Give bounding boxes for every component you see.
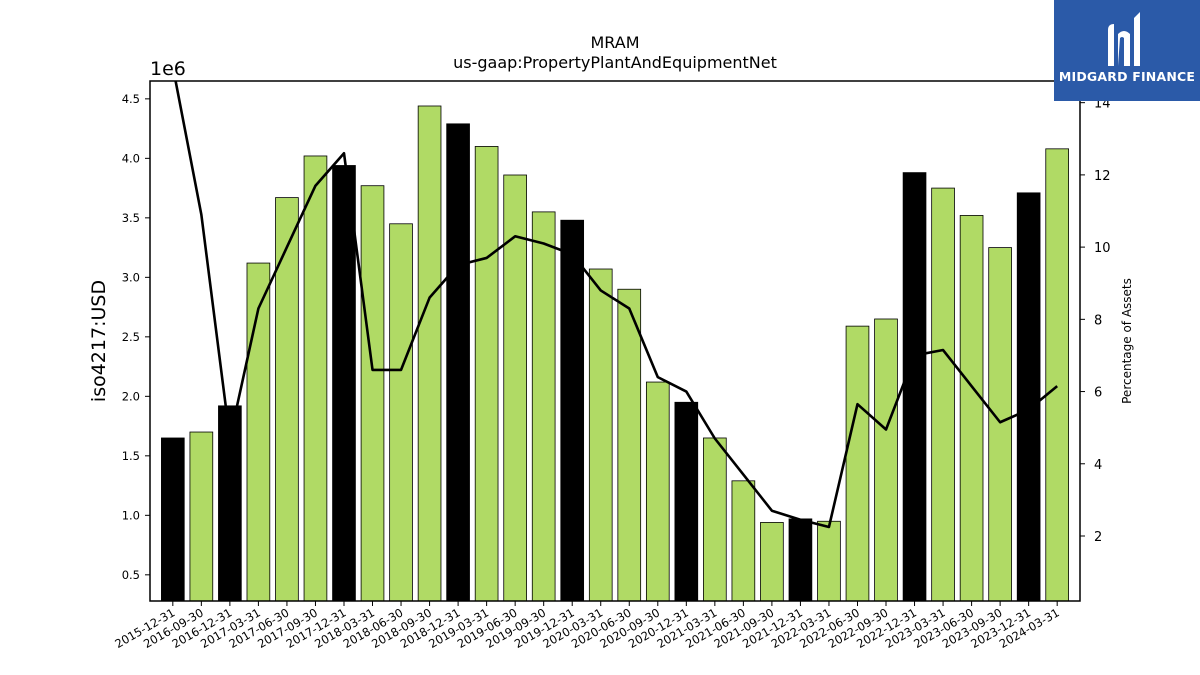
bar-2020-12-31 [674,401,699,601]
bar-2021-03-31 [703,437,727,601]
y2-tick-label: 10 [1094,241,1111,256]
y-offset-label: 1e6 [150,58,186,80]
y2-tick-label: 8 [1094,313,1102,328]
bar-2020-03-31 [588,268,613,601]
y-tick-label: 1.5 [122,449,140,463]
bars-layer [161,105,1069,601]
y-tick-label: 2.5 [122,330,140,344]
y-tick-label: 2.0 [122,389,140,403]
bar-2022-12-31 [902,172,927,601]
y-tick-label: 4.0 [122,151,140,165]
bar-2017-12-31 [332,165,356,601]
bar-2021-09-30 [760,522,784,601]
y2-tick-label: 12 [1094,169,1111,184]
y-tick-label: 4.5 [122,92,140,106]
line-layer [174,81,1059,529]
bar-2022-03-31 [817,520,841,601]
bar-2023-03-31 [931,187,955,601]
percentage-line [174,81,1059,529]
y2-tick-label: 2 [1094,530,1102,545]
bar-2019-03-31 [474,146,499,601]
bar-2018-03-31 [360,185,385,601]
bar-2024-03-31 [1045,148,1069,601]
y2-axis-label: Percentage of Assets [1120,278,1134,404]
y-tick-label: 3.5 [122,211,140,225]
bar-2019-12-31 [560,219,585,601]
y2-tick-label: 4 [1094,458,1102,473]
midgard-logo-icon [1108,12,1140,66]
bar-2019-06-30 [503,174,527,601]
bar-2015-12-31 [161,437,185,601]
bar-2023-09-30 [988,247,1012,601]
bar-2021-12-31 [788,518,813,601]
bar-2021-06-30 [731,480,756,601]
bar-2023-12-31 [1016,192,1041,601]
bar-2017-06-30 [275,197,299,601]
bar-2022-09-30 [874,318,898,601]
bar-2017-03-31 [246,262,271,601]
chart-title: MRAM [590,33,639,52]
chart-subtitle: us-gaap:PropertyPlantAndEquipmentNet [453,53,777,72]
bar-2023-06-30 [959,215,984,601]
y-tick-label: 0.5 [122,568,140,582]
bar-2018-06-30 [389,223,413,601]
y-tick-label: 3.0 [122,270,140,284]
bar-2020-06-30 [617,288,642,601]
y-axis-label: iso4217:USD [88,280,110,402]
bar-2017-09-30 [303,155,328,601]
bar-2022-06-30 [845,325,870,601]
bar-2018-09-30 [417,105,442,601]
plot-frame [149,80,1081,602]
y2-tick-label: 6 [1094,386,1102,401]
bar-2016-09-30 [189,431,214,601]
bar-2016-12-31 [218,405,242,601]
midgard-finance-logo: MIDGARD FINANCE [1054,0,1200,101]
bar-2019-09-30 [531,211,556,601]
y-tick-label: 1.0 [122,508,140,522]
logo-text: MIDGARD FINANCE [1058,69,1196,84]
bar-2018-12-31 [446,123,470,601]
bar-2020-09-30 [645,381,670,601]
